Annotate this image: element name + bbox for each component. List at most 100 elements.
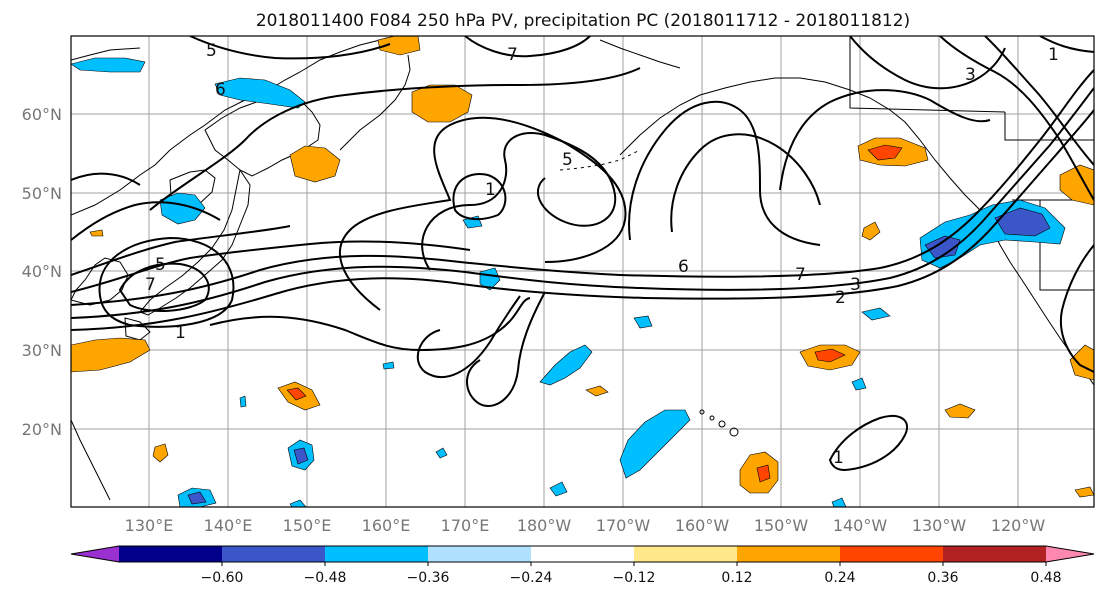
contour-label: 6 bbox=[215, 80, 226, 100]
colorbar-extension-min bbox=[71, 546, 119, 562]
precip-positive-core bbox=[814, 348, 846, 363]
lon-label-170w: 170°W bbox=[596, 516, 651, 535]
pv-contour-26 bbox=[828, 415, 908, 472]
precip-negative-area bbox=[619, 409, 691, 479]
precip-negative-core bbox=[994, 207, 1051, 237]
pv-contour-17 bbox=[466, 291, 546, 407]
precip-negative-area bbox=[71, 57, 146, 73]
precip-negative-area bbox=[851, 377, 867, 391]
precip-positive-area bbox=[585, 385, 609, 397]
hawaii-island-1 bbox=[699, 409, 705, 415]
lat-label-30n: 30°N bbox=[22, 341, 62, 360]
precip-negative-area bbox=[479, 267, 501, 291]
precip-positive-area bbox=[71, 337, 151, 373]
lat-label-20n: 20°N bbox=[22, 420, 62, 439]
contour-label: 5 bbox=[155, 255, 166, 275]
lat-label-50n: 50°N bbox=[22, 184, 62, 203]
pv-contour-23 bbox=[984, 36, 1094, 166]
figure-title: 2018011400 F084 250 hPa PV, precipitatio… bbox=[256, 11, 910, 31]
hawaii-island-4 bbox=[729, 427, 739, 437]
colorbar-tick-label: −0.36 bbox=[407, 570, 450, 586]
lon-label-130e: 130°E bbox=[125, 516, 174, 535]
colorbar-segment bbox=[840, 546, 944, 562]
colorbar-segment bbox=[119, 546, 223, 562]
pv-contour-13 bbox=[421, 132, 617, 271]
precip-positive-area bbox=[152, 443, 169, 463]
colorbar-tick-label: −0.60 bbox=[201, 570, 244, 586]
precip-negative-area bbox=[239, 395, 247, 408]
lat-label-40n: 40°N bbox=[22, 262, 62, 281]
lon-label-170e: 170°E bbox=[441, 516, 490, 535]
map-panel: 5 6 7 5 7 1 5 1 6 7 2 3 3 1 1 bbox=[70, 35, 1095, 508]
colorbar-tick-label: −0.24 bbox=[510, 570, 553, 586]
pv-contour-11 bbox=[464, 36, 591, 58]
lon-label-180w: 180°W bbox=[517, 516, 572, 535]
precip-negative-area bbox=[633, 315, 653, 329]
kamchatka-area bbox=[204, 95, 321, 177]
lon-label-120w: 120°W bbox=[991, 516, 1046, 535]
pv-contour-2 bbox=[71, 87, 1094, 319]
colorbar-segment bbox=[531, 546, 635, 562]
contour-label: 1 bbox=[1048, 45, 1059, 65]
pv-contour-9 bbox=[149, 67, 641, 211]
colorbar: −0.60 −0.48 −0.36 −0.24 −0.12 0.12 0.24 0.36 0.4… bbox=[70, 545, 1095, 586]
precip-positive-core bbox=[286, 387, 307, 401]
pv-contour-21 bbox=[849, 36, 1006, 90]
colorbar-tick-label: −0.48 bbox=[304, 570, 347, 586]
map-frame bbox=[70, 35, 1095, 508]
colorbar-segments bbox=[70, 545, 1095, 563]
pv-contour-24 bbox=[1039, 36, 1094, 53]
contour-label-group: 5 6 7 5 7 1 5 1 6 7 2 3 3 1 1 bbox=[145, 41, 1059, 468]
precip-negative-area bbox=[382, 361, 395, 370]
pv-contour-14 bbox=[339, 116, 627, 311]
contour-label: 7 bbox=[145, 275, 156, 295]
colorbar-segment bbox=[222, 546, 326, 562]
colorbar-ticks: −0.60 −0.48 −0.36 −0.24 −0.12 0.12 0.24 0.36 0.4… bbox=[201, 562, 1062, 586]
pv-contour-10 bbox=[189, 36, 391, 60]
precip-negative-core bbox=[924, 235, 961, 259]
pv-contour-20 bbox=[779, 89, 991, 191]
pv-contour-18 bbox=[628, 100, 821, 246]
precip-positive-area bbox=[1074, 486, 1094, 498]
colorbar-tick-label: −0.12 bbox=[613, 570, 656, 586]
precip-positive-area bbox=[1059, 164, 1094, 206]
precip-positive-area bbox=[377, 36, 421, 56]
contour-label: 7 bbox=[507, 45, 518, 65]
colorbar-segment bbox=[737, 546, 841, 562]
precip-positive-area bbox=[289, 145, 341, 183]
colorbar-segment bbox=[325, 546, 429, 562]
pv-contour-6 bbox=[118, 262, 210, 313]
pv-contour-15 bbox=[209, 297, 531, 352]
canada-border bbox=[849, 36, 1006, 113]
contour-label: 3 bbox=[850, 275, 861, 295]
precip-negative-area bbox=[435, 447, 448, 459]
colorbar-tick-label: 0.48 bbox=[1030, 570, 1061, 586]
longitude-labels: 130°E 140°E 150°E 160°E 170°E 180°W 170°… bbox=[125, 516, 1046, 535]
pv-contour-8 bbox=[71, 201, 221, 241]
colorbar-tick-label: 0.12 bbox=[721, 570, 752, 586]
lon-label-160e: 160°E bbox=[362, 516, 411, 535]
lon-label-140e: 140°E bbox=[204, 516, 253, 535]
precip-negative-area bbox=[289, 499, 307, 507]
precip-negative-area bbox=[861, 307, 891, 321]
pv-contour-27 bbox=[71, 172, 141, 186]
precip-negative-core bbox=[293, 447, 309, 465]
precip-positive-core bbox=[867, 144, 903, 161]
precip-positive-area bbox=[89, 229, 104, 237]
colorbar-segment bbox=[634, 546, 738, 562]
colorbar-tick-label: 0.24 bbox=[824, 570, 855, 586]
precip-positive-area bbox=[944, 403, 976, 419]
pv-contour-7 bbox=[98, 236, 235, 328]
pv-contour-19 bbox=[670, 133, 821, 233]
latitude-labels: 60°N 50°N 40°N 30°N 20°N bbox=[22, 105, 62, 439]
hawaii-island-2 bbox=[709, 415, 715, 421]
philippines-coast bbox=[71, 419, 111, 501]
border-2 bbox=[1004, 112, 1094, 141]
colorbar-segment bbox=[943, 546, 1047, 562]
pv-contour-1 bbox=[71, 69, 1094, 306]
pv-contour-25 bbox=[1060, 244, 1094, 373]
precip-negative-area bbox=[539, 344, 593, 386]
pv-contour-3 bbox=[71, 109, 1094, 331]
contour-label: 5 bbox=[562, 150, 573, 170]
arctic-coast bbox=[599, 39, 681, 69]
